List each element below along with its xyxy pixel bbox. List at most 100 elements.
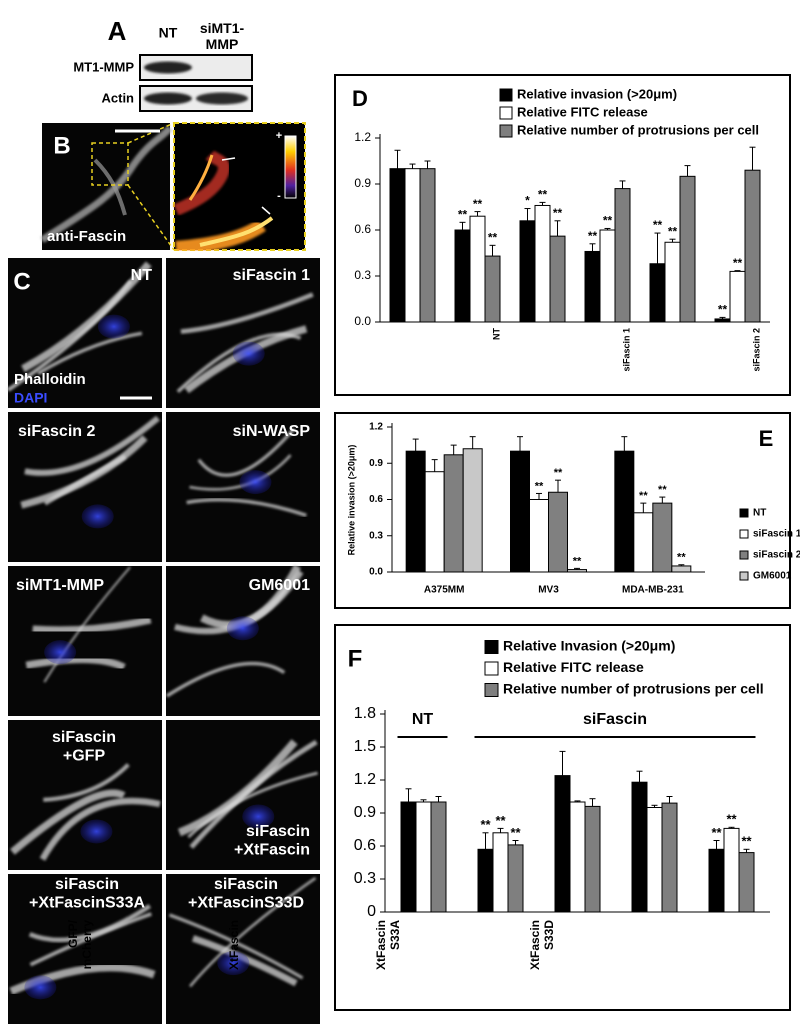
bar bbox=[729, 270, 746, 323]
zoom-box bbox=[91, 142, 129, 186]
zoom-connector bbox=[127, 122, 175, 144]
legend-label: Relative FITC release bbox=[503, 659, 644, 675]
heat-signal bbox=[188, 154, 214, 201]
legend-label: siFascin 1 bbox=[753, 529, 800, 540]
error-bar bbox=[734, 270, 741, 272]
tile-label: siFascin +GFP bbox=[52, 729, 116, 764]
cell-process bbox=[28, 904, 152, 943]
error-bar bbox=[604, 227, 611, 230]
bar bbox=[584, 805, 601, 913]
bar bbox=[462, 448, 483, 573]
significance: ** bbox=[554, 467, 563, 479]
error-bar bbox=[636, 770, 643, 783]
bar bbox=[554, 775, 571, 913]
x-tick-label: NT bbox=[491, 328, 501, 340]
group-label: NT bbox=[412, 711, 434, 728]
cell-process bbox=[43, 763, 130, 802]
legend-label: Relative number of protrusions per cell bbox=[503, 681, 764, 697]
nucleus bbox=[226, 616, 259, 641]
blot-band bbox=[144, 61, 192, 74]
legend-label: Relative Invasion (>20μm) bbox=[503, 638, 675, 654]
significance: ** bbox=[711, 825, 722, 840]
stain-label: DAPI bbox=[14, 390, 47, 406]
legend-label: Relative FITC release bbox=[517, 104, 648, 119]
stain-label: anti-Fascin bbox=[47, 228, 126, 245]
significance: ** bbox=[668, 224, 678, 238]
legend-label: NT bbox=[753, 508, 766, 519]
nucleus bbox=[24, 975, 57, 1000]
cell-process bbox=[10, 789, 126, 855]
color-scale bbox=[284, 135, 297, 199]
y-tick-label: 0.3 bbox=[354, 268, 371, 282]
tile-label: siFascin 1 bbox=[233, 267, 310, 284]
legend-label: siFascin 2 bbox=[753, 550, 800, 561]
bar bbox=[469, 215, 486, 323]
significance: ** bbox=[639, 490, 648, 502]
y-tick-label: 0.3 bbox=[354, 870, 376, 887]
error-bar bbox=[719, 316, 726, 319]
bar bbox=[744, 169, 761, 323]
legend-swatch bbox=[739, 550, 749, 560]
micrograph-tile bbox=[8, 566, 162, 716]
x-tick-label: XtFascinS33A bbox=[374, 920, 402, 970]
x-tick-label: MV3 bbox=[538, 585, 559, 596]
cell-outline bbox=[40, 125, 173, 243]
cell-process bbox=[20, 435, 148, 509]
cell-process bbox=[180, 292, 314, 334]
cell-process bbox=[37, 331, 143, 375]
x-tick-label: siFascin 2 bbox=[751, 328, 761, 372]
legend-swatch bbox=[499, 88, 513, 102]
y-tick-label: 0 bbox=[367, 903, 376, 920]
nucleus bbox=[97, 314, 130, 339]
bar bbox=[492, 832, 509, 913]
error-bar bbox=[654, 232, 661, 264]
scale-min: - bbox=[277, 190, 281, 202]
nucleus bbox=[81, 504, 114, 529]
bar bbox=[679, 175, 696, 323]
nucleus bbox=[242, 804, 275, 829]
heat-signal bbox=[173, 150, 230, 216]
legend-swatch bbox=[499, 106, 513, 120]
tile-label: siMT1-MMP bbox=[16, 577, 104, 594]
bar bbox=[529, 499, 549, 573]
error-bar bbox=[684, 165, 691, 177]
bar bbox=[614, 450, 635, 573]
y-tick-label: 1.2 bbox=[354, 130, 371, 144]
chart-frame bbox=[334, 624, 791, 1011]
bar bbox=[714, 318, 731, 323]
significance: ** bbox=[573, 555, 582, 567]
bar bbox=[507, 844, 524, 913]
heat-signal bbox=[199, 216, 274, 247]
zoom-connector bbox=[127, 184, 175, 251]
bar bbox=[708, 848, 725, 913]
y-tick-label: 1.5 bbox=[354, 738, 376, 755]
error-bar bbox=[574, 567, 580, 570]
micrograph-tile bbox=[166, 874, 320, 1024]
error-bar bbox=[517, 436, 523, 452]
error-bar bbox=[420, 799, 427, 802]
legend-swatch bbox=[484, 683, 499, 697]
significance: ** bbox=[726, 812, 737, 827]
arrow bbox=[221, 157, 236, 161]
legend-swatch bbox=[499, 124, 513, 138]
error-bar bbox=[431, 459, 438, 472]
error-bar bbox=[482, 832, 489, 850]
error-bar bbox=[412, 438, 419, 452]
cell-process bbox=[25, 655, 126, 671]
error-bar bbox=[640, 502, 647, 513]
significance: ** bbox=[603, 214, 613, 228]
tile-label: NT bbox=[131, 267, 153, 284]
error-bar bbox=[405, 788, 412, 802]
error-bar bbox=[678, 564, 685, 566]
stain-label: Phalloidin bbox=[14, 371, 86, 388]
significance: ** bbox=[741, 834, 752, 849]
error-bar bbox=[619, 180, 626, 189]
legend-swatch bbox=[484, 640, 499, 654]
x-tick-label: siFascin 1 bbox=[621, 328, 631, 372]
blot-band bbox=[196, 92, 248, 105]
error-bar bbox=[394, 149, 401, 169]
error-bar bbox=[469, 436, 476, 449]
lane-label: siMT1-MMP bbox=[200, 20, 245, 52]
error-bar bbox=[743, 848, 750, 853]
